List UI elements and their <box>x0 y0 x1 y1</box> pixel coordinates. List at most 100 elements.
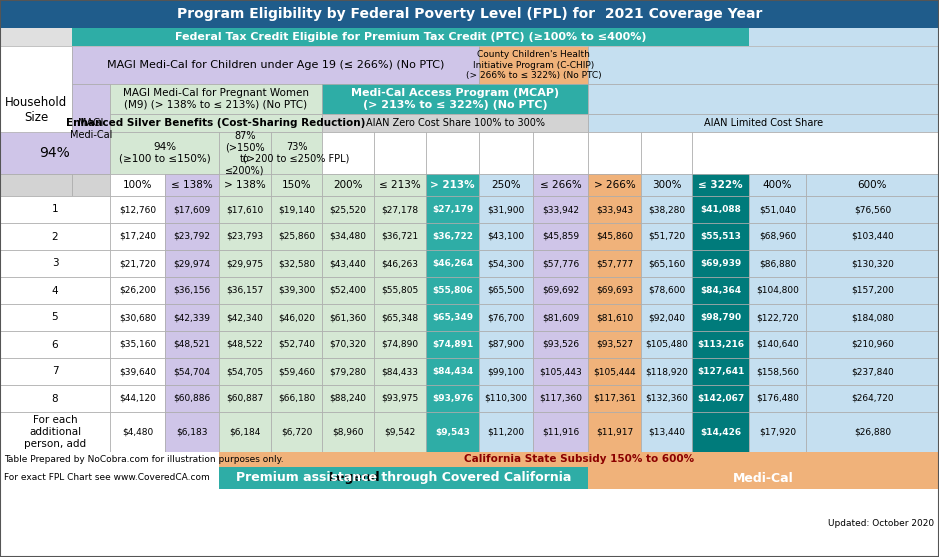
Bar <box>426 250 479 277</box>
Text: 200%: 200% <box>333 180 362 190</box>
Bar <box>374 277 426 304</box>
Bar <box>219 223 271 250</box>
Bar <box>426 132 479 174</box>
Text: 150%: 150% <box>282 180 312 190</box>
Bar <box>479 250 533 277</box>
Text: $35,160: $35,160 <box>119 340 156 349</box>
Text: $6,183: $6,183 <box>177 428 208 437</box>
Bar <box>271 196 322 223</box>
Bar <box>322 385 374 412</box>
Text: $65,500: $65,500 <box>487 286 525 295</box>
Bar <box>219 385 271 412</box>
Text: $264,720: $264,720 <box>851 394 894 403</box>
Bar <box>749 223 806 250</box>
Bar <box>271 358 322 385</box>
Bar <box>692 412 749 452</box>
Bar <box>533 223 588 250</box>
Text: $69,939: $69,939 <box>700 259 741 268</box>
Text: $79,280: $79,280 <box>330 367 366 376</box>
Bar <box>692 304 749 331</box>
Bar <box>72 46 479 84</box>
Text: $21,720: $21,720 <box>119 259 156 268</box>
Bar <box>110 412 165 452</box>
Bar <box>806 331 939 358</box>
Text: $41,088: $41,088 <box>700 205 741 214</box>
Text: MAGI Medi-Cal for Children under Age 19 (≤ 266%) (No PTC): MAGI Medi-Cal for Children under Age 19 … <box>107 60 444 70</box>
Bar <box>749 277 806 304</box>
Bar <box>588 250 641 277</box>
Text: $12,760: $12,760 <box>119 205 156 214</box>
Text: $66,180: $66,180 <box>278 394 316 403</box>
Bar <box>806 250 939 277</box>
Text: ≤ 138%: ≤ 138% <box>171 180 213 190</box>
Text: $17,610: $17,610 <box>226 205 264 214</box>
Text: 94%
(≥100 to ≤150%): 94% (≥100 to ≤150%) <box>118 142 210 164</box>
Text: $55,806: $55,806 <box>432 286 473 295</box>
Bar <box>271 385 322 412</box>
Bar <box>641 174 692 196</box>
Bar <box>165 277 219 304</box>
Bar <box>0 385 110 412</box>
Text: $69,692: $69,692 <box>542 286 579 295</box>
Bar <box>641 196 692 223</box>
Text: Updated: October 2020: Updated: October 2020 <box>828 519 934 527</box>
Text: > 138%: > 138% <box>224 180 266 190</box>
Bar <box>426 412 479 452</box>
Text: $45,860: $45,860 <box>596 232 633 241</box>
Text: $27,178: $27,178 <box>381 205 419 214</box>
Text: $31,900: $31,900 <box>487 205 525 214</box>
Bar <box>219 132 271 174</box>
Text: $51,720: $51,720 <box>648 232 685 241</box>
Text: Federal Tax Credit Eligible for Premium Tax Credit (PTC) (≥100% to ≤400%): Federal Tax Credit Eligible for Premium … <box>175 32 646 42</box>
Bar <box>165 304 219 331</box>
Text: $142,067: $142,067 <box>697 394 744 403</box>
Bar <box>749 412 806 452</box>
Text: $184,080: $184,080 <box>851 313 894 322</box>
Bar <box>692 196 749 223</box>
Bar <box>72 174 110 196</box>
Text: For exact FPL Chart see www.CoveredCA.com: For exact FPL Chart see www.CoveredCA.co… <box>4 473 209 482</box>
Bar <box>322 196 374 223</box>
Bar <box>533 304 588 331</box>
Text: $48,521: $48,521 <box>174 340 210 349</box>
Bar <box>110 304 165 331</box>
Text: $26,880: $26,880 <box>854 428 891 437</box>
Bar <box>322 114 588 132</box>
Bar <box>271 250 322 277</box>
Text: $44,120: $44,120 <box>119 394 156 403</box>
Text: $6,184: $6,184 <box>229 428 261 437</box>
Text: Program Eligibility by Federal Poverty Level (FPL) for  2021 Coverage Year: Program Eligibility by Federal Poverty L… <box>177 7 762 21</box>
Text: $84,434: $84,434 <box>432 367 473 376</box>
Text: 600%: 600% <box>857 180 887 190</box>
Bar <box>479 196 533 223</box>
Text: MAGI Medi-Cal for Pregnant Women
(M9) (> 138% to ≤ 213%) (No PTC): MAGI Medi-Cal for Pregnant Women (M9) (>… <box>123 88 309 110</box>
Bar <box>749 358 806 385</box>
Text: ≤ 322%: ≤ 322% <box>699 180 743 190</box>
Bar <box>479 385 533 412</box>
Text: $32,580: $32,580 <box>278 259 316 268</box>
Bar <box>219 358 271 385</box>
Bar <box>588 331 641 358</box>
Text: $48,522: $48,522 <box>226 340 264 349</box>
Text: $46,020: $46,020 <box>278 313 315 322</box>
Bar <box>426 304 479 331</box>
Text: $59,460: $59,460 <box>278 367 316 376</box>
Bar <box>749 331 806 358</box>
Text: $60,887: $60,887 <box>226 394 264 403</box>
Bar <box>588 84 939 114</box>
Bar <box>588 304 641 331</box>
Bar <box>641 250 692 277</box>
Text: Legend: Legend <box>330 471 381 485</box>
Text: $42,339: $42,339 <box>174 313 210 322</box>
Text: $237,840: $237,840 <box>851 367 894 376</box>
Text: $46,264: $46,264 <box>432 259 473 268</box>
Text: For each
additional
person, add: For each additional person, add <box>23 416 86 448</box>
Text: $34,480: $34,480 <box>330 232 366 241</box>
Bar <box>0 250 110 277</box>
Bar <box>806 174 939 196</box>
Text: $93,526: $93,526 <box>542 340 579 349</box>
Text: 300%: 300% <box>652 180 682 190</box>
Bar <box>533 196 588 223</box>
Text: $26,200: $26,200 <box>119 286 156 295</box>
Bar <box>271 277 322 304</box>
